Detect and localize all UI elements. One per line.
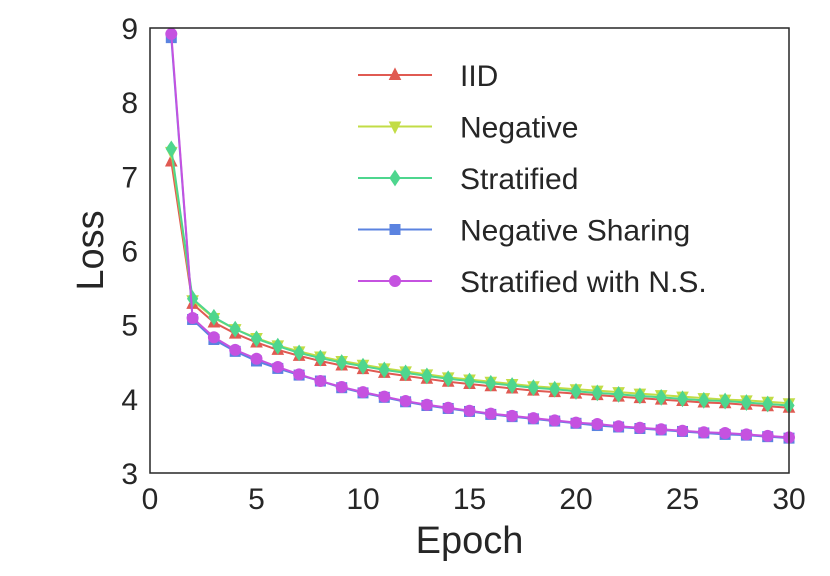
data-point (719, 426, 732, 439)
data-point (463, 372, 476, 390)
data-point (591, 384, 603, 402)
data-point (548, 414, 561, 427)
data-point (633, 421, 646, 434)
data-point (591, 418, 604, 431)
data-point (506, 377, 518, 394)
data-point (527, 379, 540, 397)
series-stratified (165, 140, 795, 414)
data-point (655, 388, 667, 406)
data-point (719, 392, 731, 410)
data-point (463, 404, 476, 417)
data-point (165, 140, 177, 158)
plot-area (164, 27, 796, 444)
data-point (229, 320, 241, 338)
data-point (420, 398, 433, 411)
data-point (698, 391, 710, 409)
axis-ticks: 0 5 10 15 20 25 30 3 4 5 6 7 8 9 (121, 13, 805, 516)
y-tick-label: 6 (121, 236, 138, 269)
x-tick-label: 10 (346, 483, 379, 516)
data-point (676, 424, 689, 437)
legend-label: Negative Sharing (460, 215, 690, 248)
y-tick-label: 4 (121, 384, 138, 417)
data-point (165, 27, 178, 40)
data-point (570, 416, 582, 429)
legend-marker (389, 169, 401, 187)
legend-entry: Stratified (358, 163, 578, 196)
data-point (612, 420, 625, 433)
data-point (570, 383, 582, 400)
data-point (399, 364, 412, 382)
data-point (335, 380, 348, 393)
data-point (740, 394, 753, 411)
data-point (506, 409, 519, 422)
data-point (378, 390, 391, 403)
plot-frame (149, 27, 790, 474)
data-point (378, 361, 390, 379)
x-tick-label: 20 (559, 483, 592, 516)
data-point (229, 343, 242, 356)
data-point (761, 429, 774, 442)
x-tick-label: 0 (142, 483, 159, 516)
y-tick-label: 9 (121, 13, 138, 46)
data-point (612, 385, 625, 403)
legend: IID Negative Stratified Negative Sharing Str… (358, 60, 707, 299)
legend-marker (388, 67, 402, 80)
data-point (485, 374, 497, 392)
data-point (762, 395, 774, 413)
data-point (549, 380, 561, 398)
data-point (250, 352, 263, 365)
x-axis-title: Epoch (416, 520, 524, 562)
legend-marker (389, 224, 401, 235)
y-tick-label: 3 (121, 458, 138, 491)
data-point (357, 357, 369, 375)
x-tick-label: 15 (453, 483, 486, 516)
x-tick-label: 5 (248, 483, 265, 516)
series-stratified-with-n-s (165, 27, 795, 444)
legend-entry: IID (358, 60, 498, 93)
legend-marker (389, 275, 401, 287)
data-point (697, 426, 710, 439)
legend-label: Negative (460, 112, 578, 145)
data-point (186, 311, 199, 324)
legend-label: Stratified (460, 163, 578, 196)
data-point (293, 368, 306, 381)
y-tick-label: 8 (121, 87, 138, 120)
y-axis-title: Loss (70, 210, 112, 290)
data-point (442, 370, 454, 388)
data-point (207, 331, 220, 344)
y-tick-label: 7 (121, 161, 138, 194)
data-point (208, 308, 220, 326)
legend-entry: Stratified with N.S. (358, 266, 707, 299)
data-point (421, 367, 433, 385)
data-point (740, 428, 753, 441)
data-point (271, 360, 284, 373)
data-point (655, 423, 668, 436)
data-point (399, 395, 412, 408)
x-tick-label: 25 (666, 483, 699, 516)
data-point (336, 354, 348, 371)
legend-label: Stratified with N.S. (460, 266, 707, 299)
legend-marker (388, 121, 402, 135)
data-point (272, 337, 284, 355)
data-point (357, 386, 369, 399)
data-point (634, 387, 646, 405)
data-point (250, 330, 263, 348)
data-point (314, 375, 327, 388)
data-point (676, 390, 689, 408)
y-tick-label: 5 (121, 310, 138, 343)
x-tick-label: 30 (772, 483, 805, 516)
data-point (442, 401, 455, 414)
data-point (314, 349, 327, 367)
data-point (484, 407, 497, 420)
data-point (527, 412, 540, 425)
legend-label: IID (460, 60, 498, 93)
legend-entry: Negative (358, 112, 578, 145)
data-point (293, 344, 305, 362)
legend-entry: Negative Sharing (358, 215, 690, 248)
